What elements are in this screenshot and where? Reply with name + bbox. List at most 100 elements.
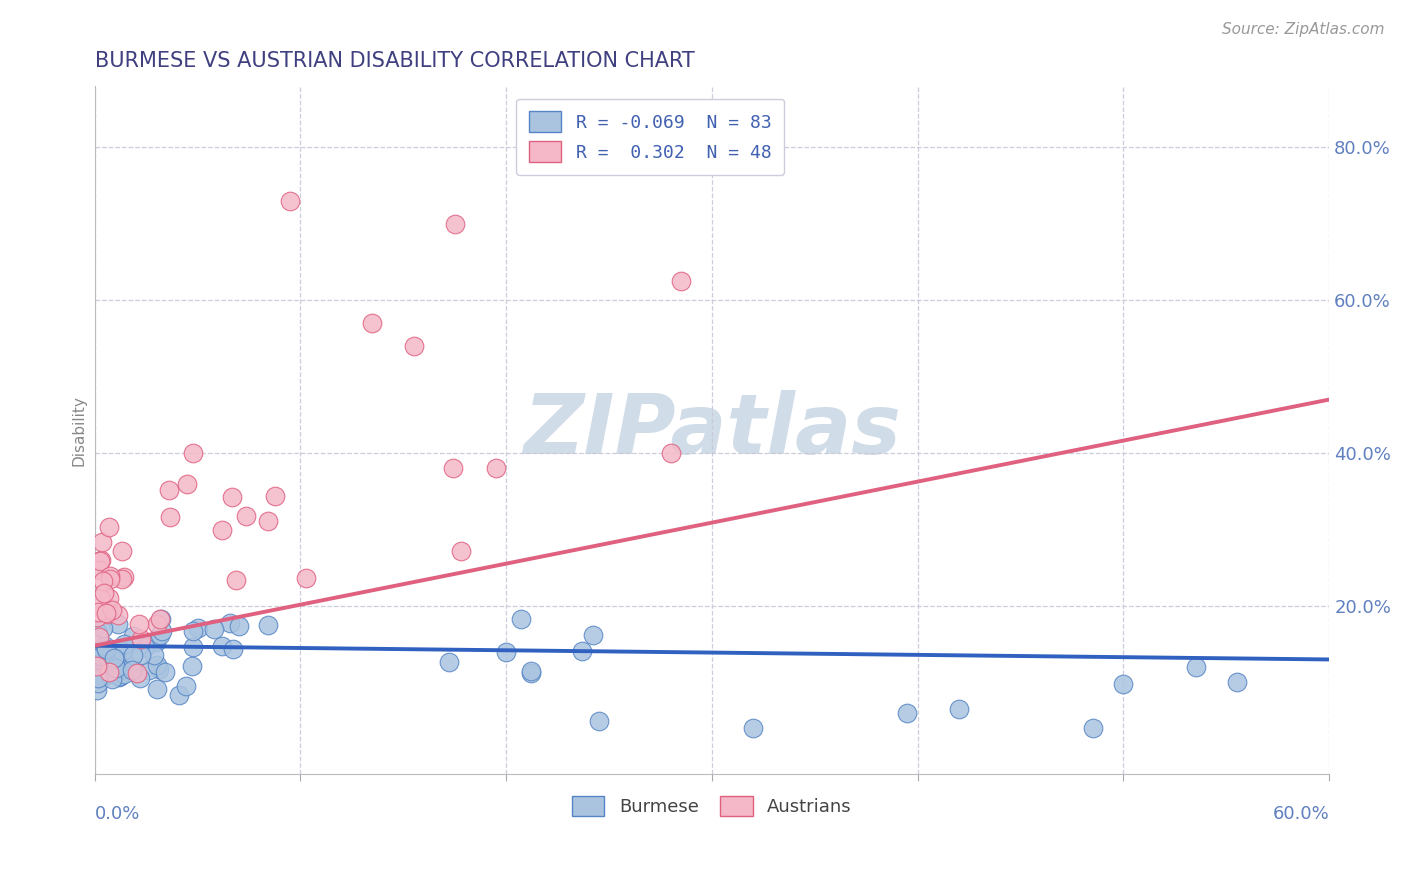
Point [114, 662, 136, 676]
Point [87, 624, 110, 639]
Text: 60.0%: 60.0% [1272, 805, 1329, 823]
Point [111, 644, 134, 658]
Point [108, 670, 131, 684]
Point [1226, 675, 1249, 690]
Point [93, 586, 115, 600]
Text: Source: ZipAtlas.com: Source: ZipAtlas.com [1222, 22, 1385, 37]
Point [87, 667, 110, 681]
Point [256, 618, 278, 632]
Point [669, 274, 692, 288]
Point [495, 645, 517, 659]
Point [86, 669, 108, 683]
Legend: Burmese, Austrians: Burmese, Austrians [565, 789, 859, 823]
Point [89, 554, 111, 568]
Point [202, 622, 225, 636]
Point [181, 659, 204, 673]
Point [181, 640, 204, 654]
Point [94, 639, 117, 653]
Point [221, 490, 243, 504]
Point [149, 612, 172, 626]
Point [89, 591, 111, 605]
Point [159, 509, 181, 524]
Point [571, 643, 593, 657]
Point [97, 605, 120, 619]
Point [103, 663, 125, 677]
Point [150, 612, 173, 626]
Point [174, 679, 197, 693]
Point [94, 607, 117, 621]
Point [520, 666, 543, 681]
Text: BURMESE VS AUSTRIAN DISABILITY CORRELATION CHART: BURMESE VS AUSTRIAN DISABILITY CORRELATI… [94, 51, 695, 70]
Point [235, 508, 257, 523]
Point [145, 657, 167, 672]
Point [107, 652, 129, 666]
Point [896, 706, 918, 720]
Point [134, 640, 156, 654]
Point [107, 608, 129, 623]
Point [278, 194, 301, 208]
Point [520, 665, 543, 679]
Point [86, 683, 108, 698]
Point [441, 461, 464, 475]
Point [93, 655, 115, 669]
Point [114, 642, 136, 657]
Point [111, 572, 134, 586]
Point [89, 657, 111, 671]
Point [86, 610, 108, 624]
Point [101, 672, 124, 686]
Point [146, 617, 169, 632]
Point [1184, 660, 1206, 674]
Point [402, 339, 425, 353]
Point [450, 544, 472, 558]
Point [112, 570, 135, 584]
Point [948, 702, 970, 716]
Point [143, 648, 166, 663]
Point [112, 640, 135, 655]
Point [509, 612, 531, 626]
Point [108, 669, 131, 683]
Point [86, 626, 108, 640]
Point [183, 446, 205, 460]
Point [128, 616, 150, 631]
Point [111, 544, 134, 558]
Point [121, 659, 143, 673]
Point [1112, 677, 1135, 691]
Point [485, 461, 508, 475]
Point [659, 446, 682, 460]
Point [93, 670, 115, 684]
Text: 0.0%: 0.0% [94, 805, 141, 823]
Point [96, 648, 118, 662]
Point [87, 640, 110, 654]
Point [86, 671, 108, 685]
Point [582, 628, 605, 642]
Point [129, 632, 152, 647]
Point [104, 661, 127, 675]
Point [112, 636, 135, 650]
Point [86, 658, 108, 673]
Point [103, 651, 125, 665]
Point [93, 667, 115, 681]
Point [111, 659, 134, 673]
Point [218, 615, 240, 630]
Point [1081, 721, 1104, 735]
Point [169, 689, 191, 703]
Point [122, 629, 145, 643]
Point [97, 519, 120, 533]
Point [176, 476, 198, 491]
Point [742, 721, 765, 735]
Point [257, 514, 280, 528]
Point [101, 648, 124, 662]
Point [181, 624, 204, 639]
Point [121, 664, 143, 678]
Point [87, 563, 110, 577]
Point [145, 635, 167, 649]
Point [86, 675, 108, 690]
Point [90, 535, 112, 549]
Point [98, 569, 121, 583]
Point [90, 553, 112, 567]
Point [96, 607, 118, 622]
Point [91, 574, 114, 589]
Point [98, 591, 121, 605]
Text: ZIPatlas: ZIPatlas [523, 390, 901, 471]
Point [112, 666, 135, 681]
